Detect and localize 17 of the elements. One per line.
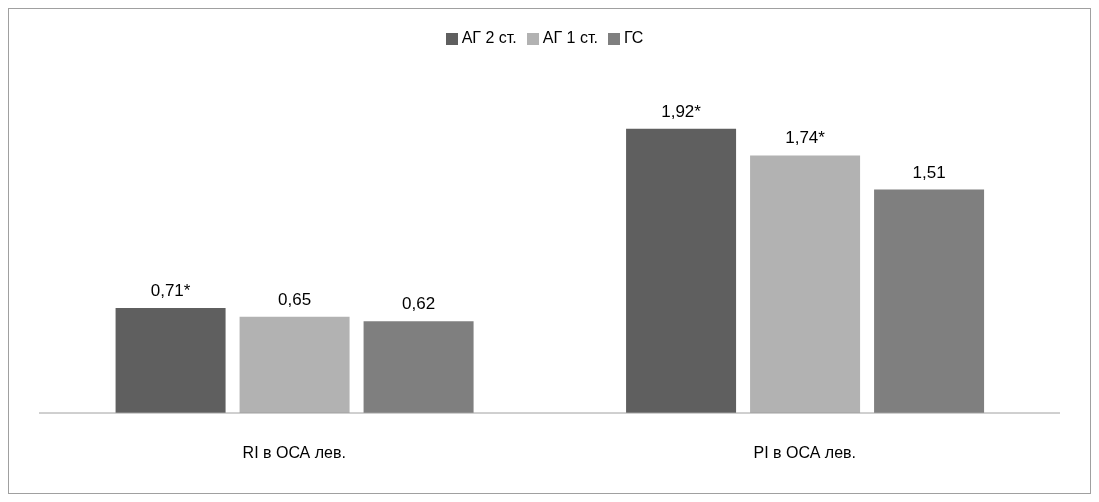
bar (115, 307, 226, 413)
data-label: 1,74* (785, 128, 826, 148)
bar (874, 189, 985, 413)
legend-label: АГ 1 ст. (542, 29, 598, 46)
data-label: 0,65 (278, 289, 312, 309)
data-label: 1,51 (912, 162, 946, 182)
bar (363, 321, 474, 413)
data-label: 0,62 (402, 294, 436, 314)
x-tick-label: RI в ОСА лев. (242, 444, 346, 462)
bar (750, 155, 861, 413)
legend-label: АГ 2 ст. (461, 29, 517, 46)
x-tick-label: PI в ОСА лев. (753, 444, 856, 462)
data-label: 1,92* (661, 101, 702, 121)
bar (239, 316, 350, 413)
legend-label: ГС (623, 29, 644, 46)
bar (626, 128, 737, 413)
data-label: 0,71* (150, 280, 191, 300)
